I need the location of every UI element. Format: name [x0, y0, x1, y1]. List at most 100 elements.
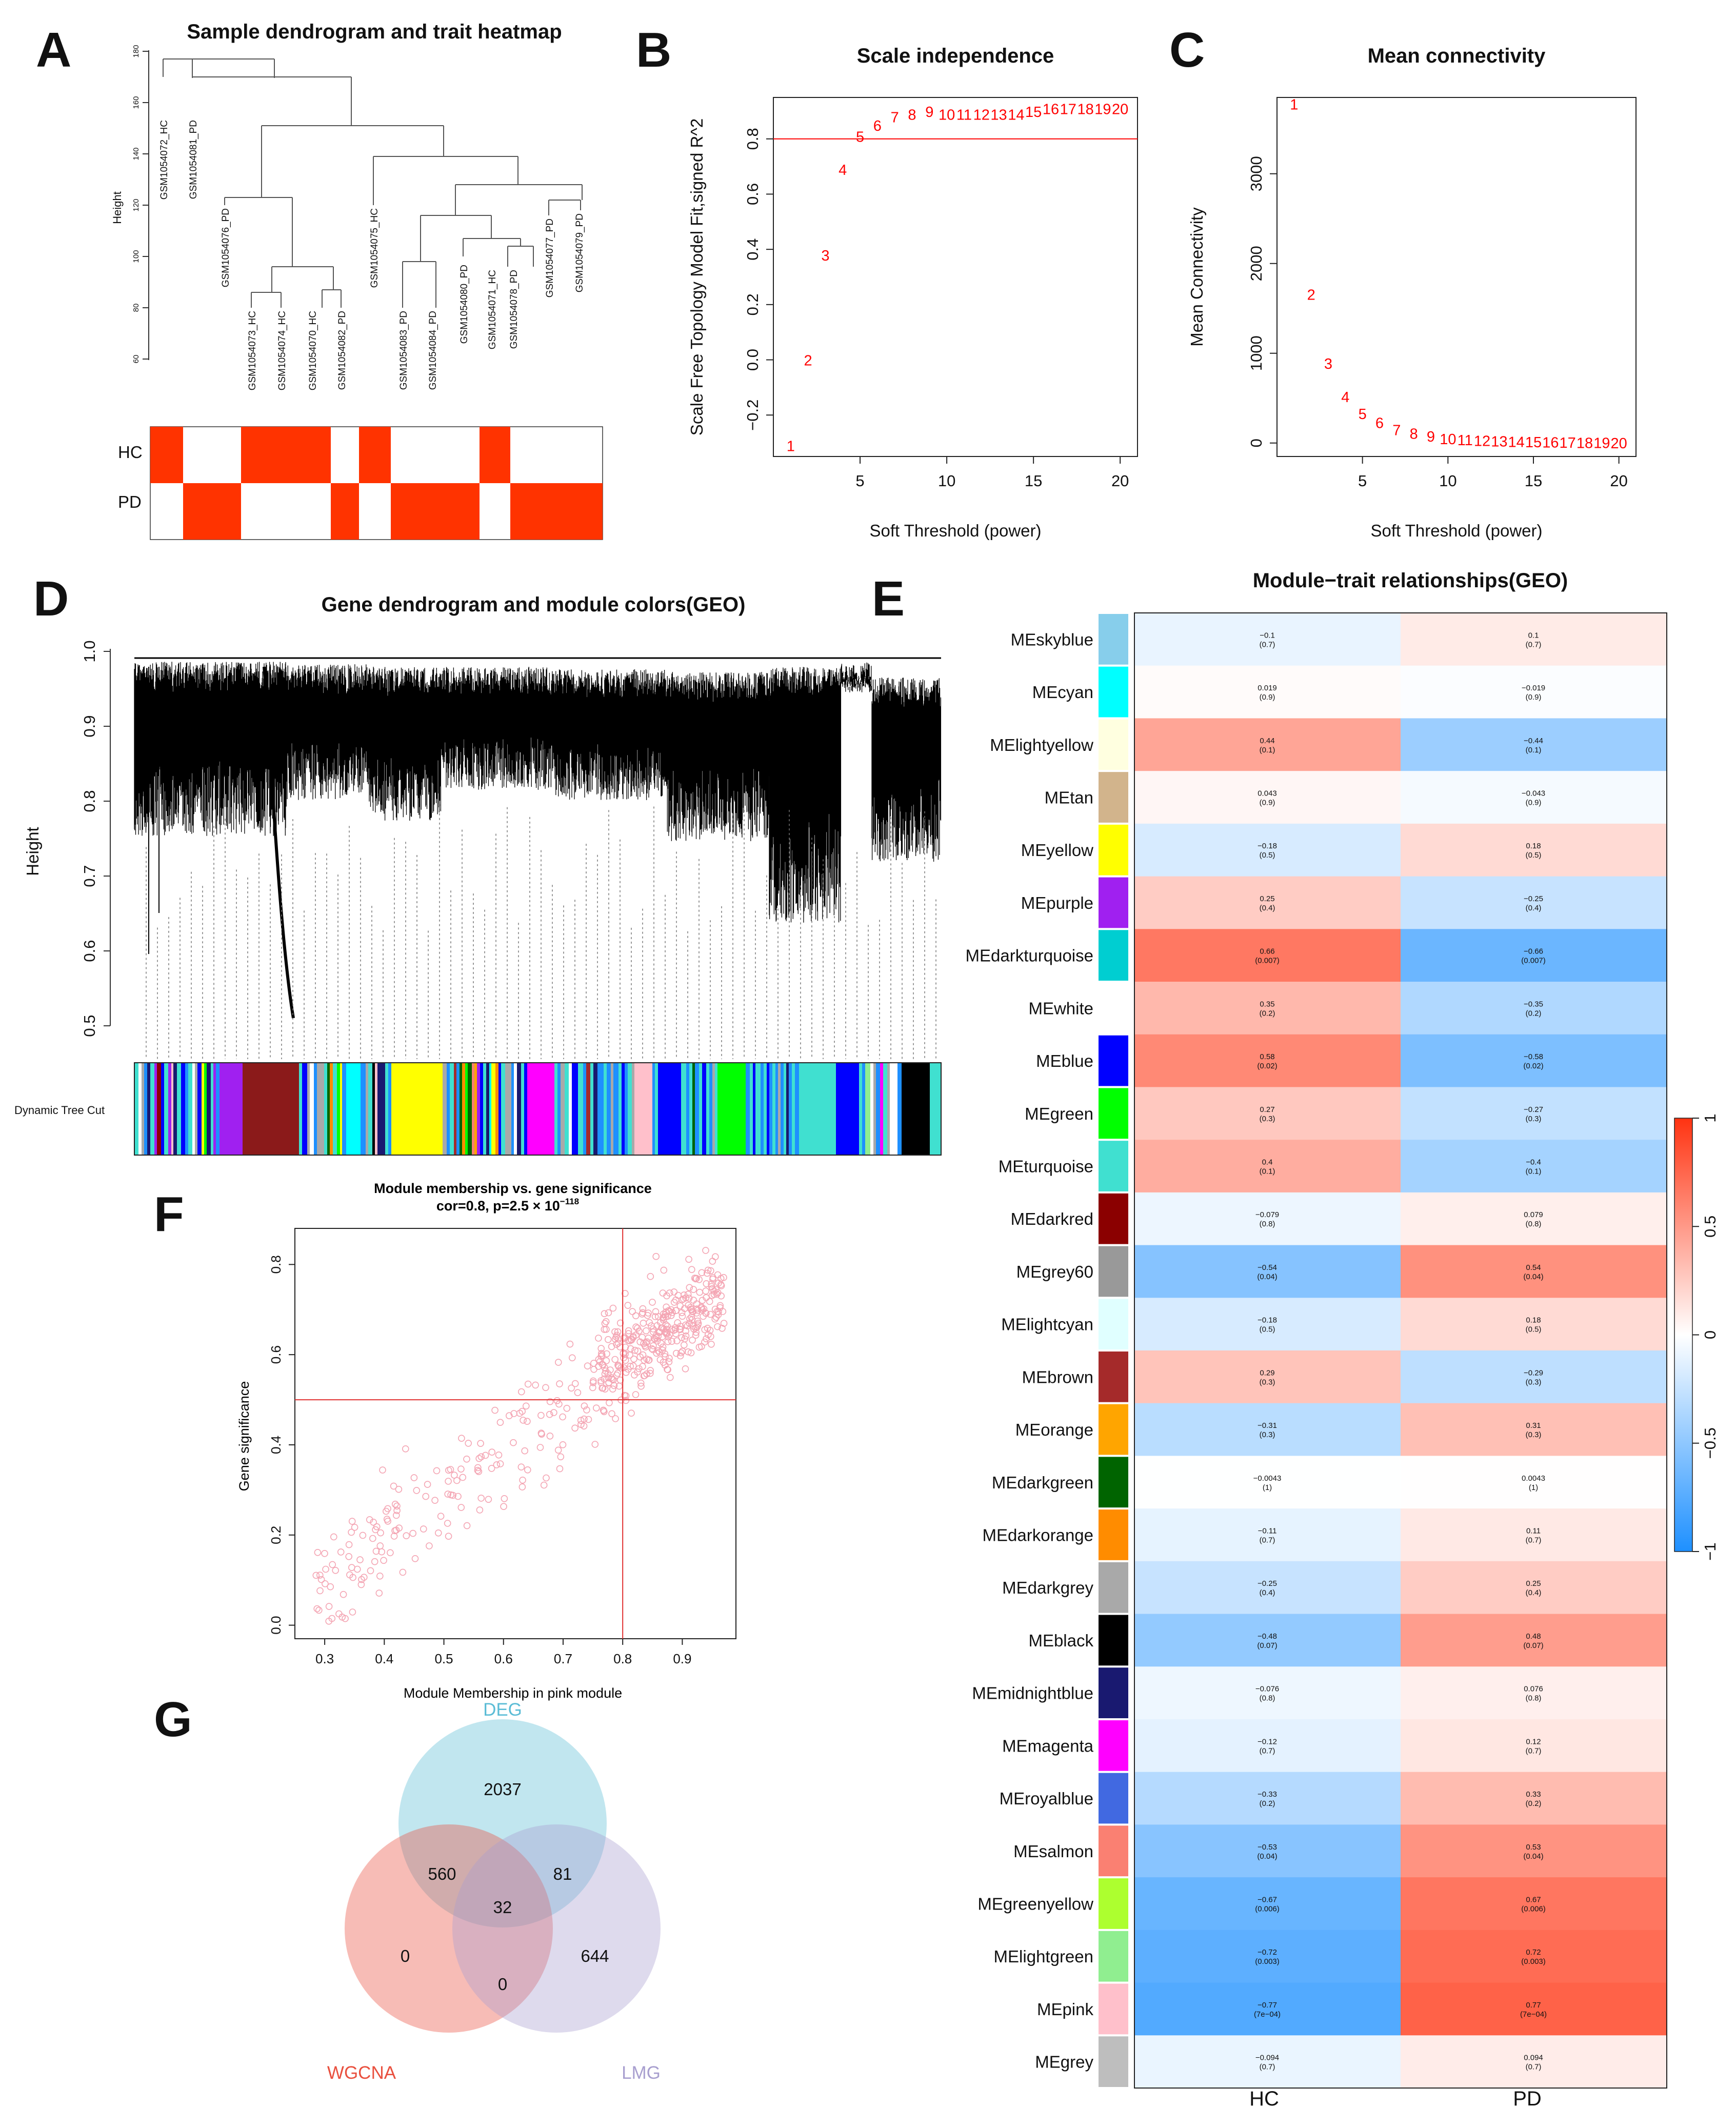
cell-value-pd: −0.66 [1524, 947, 1543, 956]
panel-a-yticks: 180 160 140 120 100 80 60 [132, 45, 149, 363]
module-row-label: MElightcyan [1001, 1315, 1093, 1334]
module-color-block [213, 1063, 216, 1155]
power-point: 10 [1440, 431, 1456, 448]
module-color-block [333, 1063, 337, 1155]
gene-point [316, 1587, 324, 1595]
gene-point [666, 1355, 673, 1362]
module-row-label: MEtan [1045, 788, 1093, 807]
gene-point [445, 1533, 452, 1540]
heatmap-cell-hc [1134, 1508, 1401, 1562]
gene-point [681, 1305, 688, 1313]
module-color-block [474, 1063, 477, 1155]
gene-point [664, 1338, 672, 1345]
gene-point [458, 1435, 465, 1442]
gene-point [664, 1366, 671, 1373]
cell-pvalue-pd: (0.07) [1523, 1641, 1543, 1650]
panel-d-ytick-label: 1.0 [81, 640, 98, 662]
gene-point [372, 1547, 380, 1555]
cell-value-pd: 0.33 [1526, 1790, 1541, 1799]
module-color-block [692, 1063, 695, 1155]
cell-pvalue-hc: (0.007) [1255, 957, 1280, 965]
gene-point [477, 1495, 485, 1502]
xtick-label: 10 [1439, 472, 1456, 490]
gene-point [593, 1404, 600, 1412]
power-point: 5 [1359, 406, 1367, 423]
heatmap-cell-hc [1134, 1087, 1401, 1140]
module-color-block [569, 1063, 572, 1155]
module-color-block [681, 1063, 687, 1155]
module-row-label: MEpurple [1021, 893, 1093, 912]
gene-point [410, 1474, 418, 1481]
gene-point [602, 1385, 609, 1393]
dendrogram-cluster [841, 662, 872, 692]
power-point: 3 [821, 248, 829, 264]
heatmap-cell-pd [1401, 718, 1667, 771]
xtick-label: 10 [938, 472, 955, 490]
gene-point [391, 1500, 399, 1508]
cell-pvalue-hc: (0.9) [1260, 693, 1275, 702]
gene-point [348, 1518, 356, 1525]
module-color-block [865, 1063, 871, 1155]
module-color-block [706, 1063, 710, 1155]
gene-point [644, 1311, 651, 1319]
dynamic-tree-cut-label: Dynamic Tree Cut [14, 1104, 105, 1117]
module-color-block [202, 1063, 205, 1155]
cell-value-pd: 0.54 [1526, 1263, 1541, 1272]
venn-circle-lmg [452, 1824, 661, 2033]
gene-point [371, 1558, 378, 1565]
cell-pvalue-pd: (0.003) [1521, 1957, 1546, 1966]
gene-point [542, 1384, 549, 1392]
panel-a-title: Sample dendrogram and trait heatmap [187, 21, 562, 43]
gene-point [689, 1337, 696, 1344]
panel-f-title: Module membership vs. gene significance [374, 1181, 652, 1196]
gene-point [393, 1507, 401, 1514]
module-color-block [781, 1063, 784, 1155]
heatmap-cell-pd [1401, 823, 1667, 877]
gene-point [635, 1365, 643, 1373]
gene-point [521, 1447, 529, 1455]
panel-a-ylabel: Height [111, 191, 124, 224]
gene-point [715, 1279, 722, 1287]
gene-point [580, 1422, 588, 1430]
gene-point [524, 1380, 532, 1388]
gene-point [353, 1565, 361, 1573]
gene-point [377, 1529, 384, 1537]
gene-point [692, 1275, 700, 1283]
gene-point [601, 1375, 608, 1383]
power-point: 14 [1508, 434, 1525, 450]
cell-pvalue-hc: (0.07) [1257, 1641, 1277, 1650]
cell-pvalue-hc: (0.7) [1260, 1746, 1275, 1755]
gene-point [590, 1366, 597, 1373]
sample-label: GSM1054071_HC [487, 270, 498, 349]
module-color-block [557, 1063, 561, 1155]
panel-a-ytick-label: 60 [132, 355, 141, 364]
gene-point [684, 1290, 692, 1298]
gene-point [634, 1324, 641, 1332]
gene-point [674, 1319, 681, 1326]
panel-f-yticks: 0.0 0.2 0.4 0.6 0.8 [268, 1255, 295, 1635]
sample-label: GSM1054078_PD [509, 270, 520, 349]
ytick-label: 2000 [1247, 246, 1265, 281]
cell-value-hc: −0.18 [1258, 1316, 1277, 1325]
module-color-block [514, 1063, 517, 1155]
gene-point [665, 1307, 672, 1315]
gene-point [670, 1288, 678, 1296]
gene-point [628, 1409, 635, 1417]
heatmap-cell-hc [1134, 1930, 1401, 1983]
cell-pvalue-hc: (0.8) [1260, 1220, 1275, 1228]
colorbar-tick-label: −0.5 [1701, 1427, 1719, 1459]
gene-point [390, 1533, 398, 1540]
module-color-block [447, 1063, 450, 1155]
sample-label: GSM1054082_PD [337, 311, 348, 390]
gene-point [603, 1350, 610, 1358]
module-color-block [498, 1063, 502, 1155]
gene-point [519, 1477, 526, 1484]
gene-point [372, 1526, 379, 1534]
gene-point [676, 1352, 684, 1360]
heatmap-cell-hc [1134, 1561, 1401, 1615]
module-color-block [870, 1063, 874, 1155]
module-row-label: MEdarkgreen [992, 1473, 1093, 1492]
cell-pvalue-hc: (0.3) [1260, 1378, 1275, 1386]
gene-point [643, 1338, 651, 1345]
module-color-block [385, 1063, 389, 1155]
